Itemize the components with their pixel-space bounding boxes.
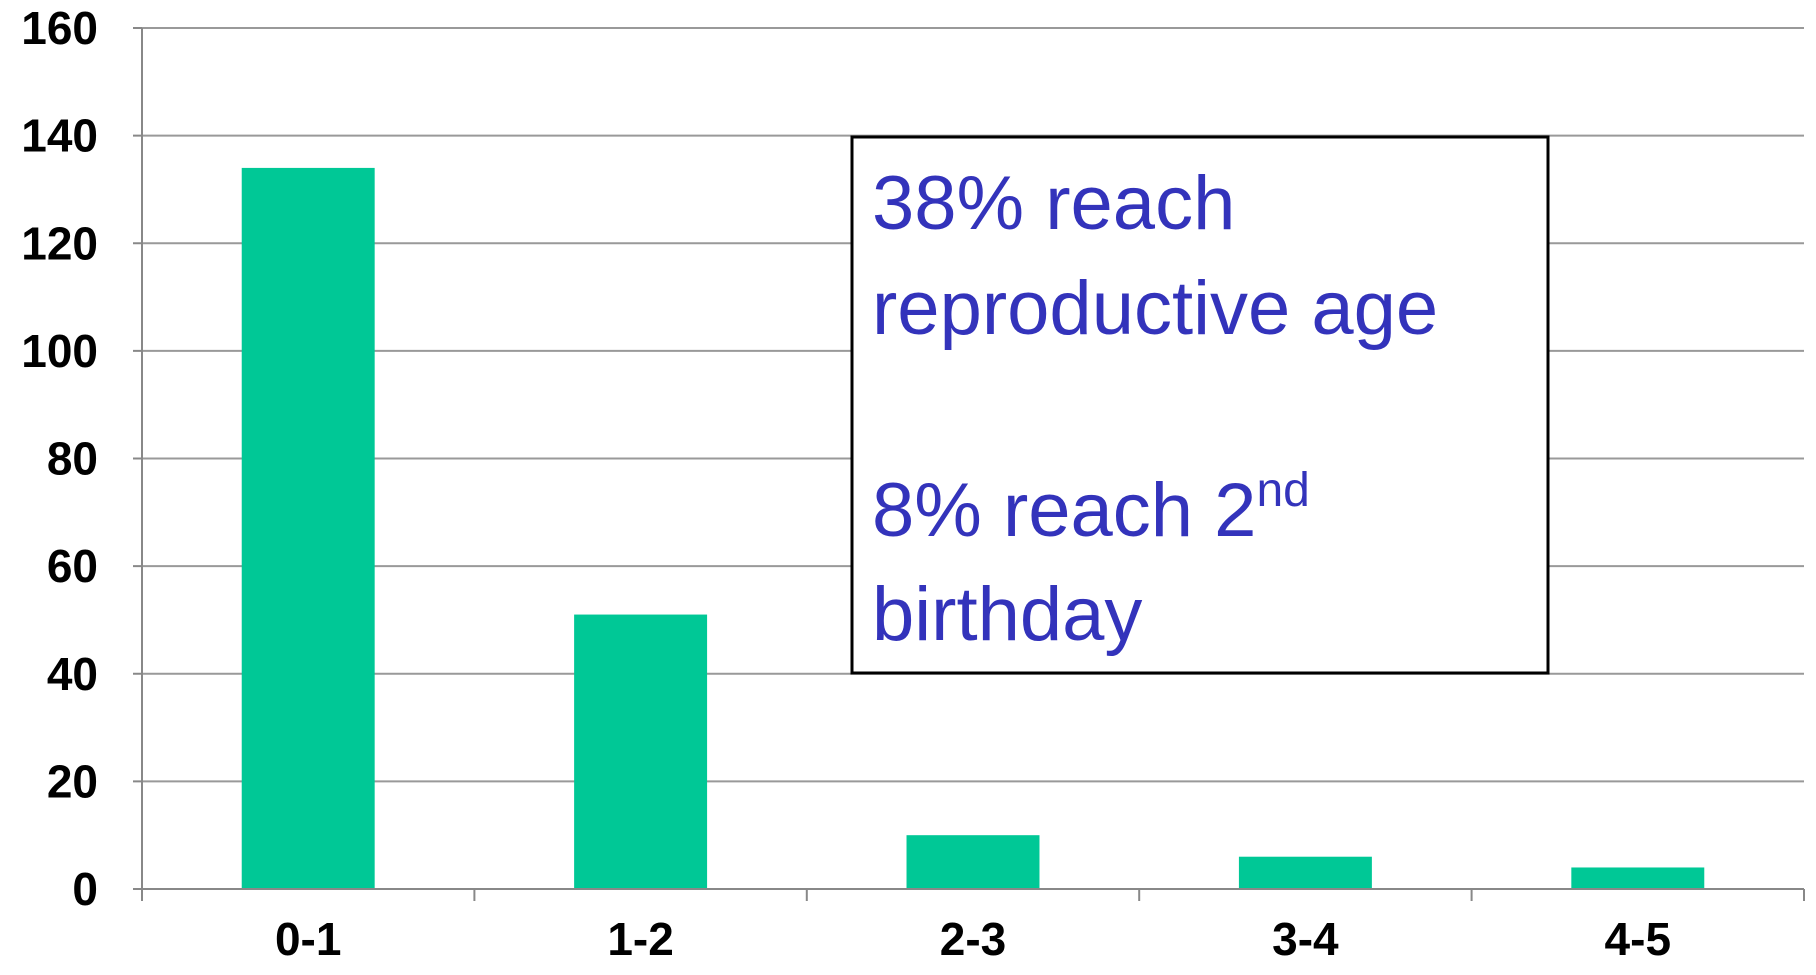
bar <box>574 614 708 889</box>
bar <box>906 835 1040 889</box>
y-tick-label: 140 <box>21 110 98 162</box>
y-tick-label: 20 <box>47 755 98 807</box>
annotation-frame <box>850 135 1550 675</box>
bar <box>1238 856 1372 889</box>
x-tick-label: 2-3 <box>940 913 1006 965</box>
x-tick-label: 4-5 <box>1605 913 1671 965</box>
y-tick-label: 0 <box>72 863 98 915</box>
bar <box>241 167 375 890</box>
y-tick-label: 100 <box>21 325 98 377</box>
y-tick-label: 120 <box>21 217 98 269</box>
annotation-text: 8% reach 2nd <box>872 464 1310 553</box>
x-tick-label: 0-1 <box>275 913 341 965</box>
annotation-superscript: nd <box>1256 464 1309 517</box>
annotation-text: birthday <box>872 572 1142 657</box>
annotation-text: 38% reach <box>872 161 1235 246</box>
bar <box>1571 867 1705 889</box>
y-tick-label: 40 <box>47 648 98 700</box>
y-tick-label: 80 <box>47 433 98 485</box>
x-tick-label: 3-4 <box>1272 913 1339 965</box>
annotation-text: reproductive age <box>872 266 1438 351</box>
x-tick-label: 1-2 <box>607 913 673 965</box>
annotation-box: 38% reach reproductive age 8% reach 2nd … <box>850 135 1550 675</box>
y-tick-label: 160 <box>21 2 98 54</box>
annotation-text: 8% reach 2 <box>872 468 1256 553</box>
y-tick-label: 60 <box>47 540 98 592</box>
